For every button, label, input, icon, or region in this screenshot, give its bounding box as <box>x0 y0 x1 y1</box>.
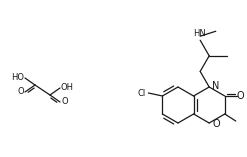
Text: Cl: Cl <box>137 89 145 97</box>
Text: OH: OH <box>61 84 74 92</box>
Text: O: O <box>18 87 24 97</box>
Text: N: N <box>212 81 220 91</box>
Text: HO: HO <box>12 73 24 82</box>
Text: O: O <box>237 91 245 101</box>
Text: O: O <box>212 119 220 129</box>
Text: O: O <box>62 97 68 106</box>
Text: HN: HN <box>193 29 206 38</box>
